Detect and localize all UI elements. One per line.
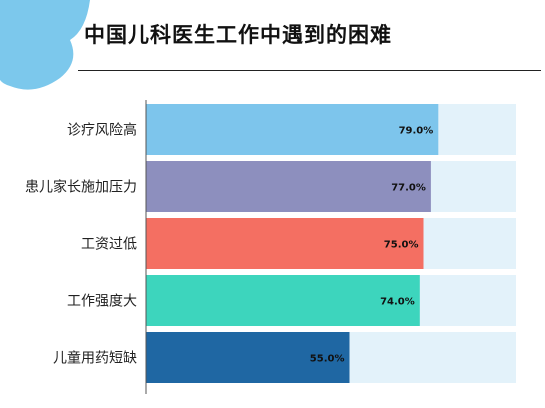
data-label: 77.0%: [391, 183, 426, 194]
category-label: 诊疗风险高: [67, 122, 137, 139]
title-divider: [78, 70, 541, 71]
category-label: 儿童用药短缺: [53, 350, 137, 367]
data-label: 75.0%: [384, 240, 419, 251]
bar: [146, 275, 420, 326]
category-label: 工作强度大: [67, 294, 137, 310]
data-label: 79.0%: [399, 126, 434, 137]
category-label: 工资过低: [81, 237, 137, 253]
bar: [146, 332, 350, 383]
data-label: 74.0%: [380, 297, 415, 308]
bar: [146, 104, 439, 155]
bar: [146, 161, 431, 212]
category-label: 患儿家长施加压力: [25, 179, 137, 196]
chart-title: 中国儿科医生工作中遇到的困难: [84, 23, 392, 47]
bar: [146, 218, 424, 269]
decorative-cloud-shape: [0, 0, 90, 90]
bars-group: 79.0% 77.0% 75.0% 74.0% 55.0%: [146, 104, 516, 383]
data-label: 55.0%: [310, 354, 345, 365]
